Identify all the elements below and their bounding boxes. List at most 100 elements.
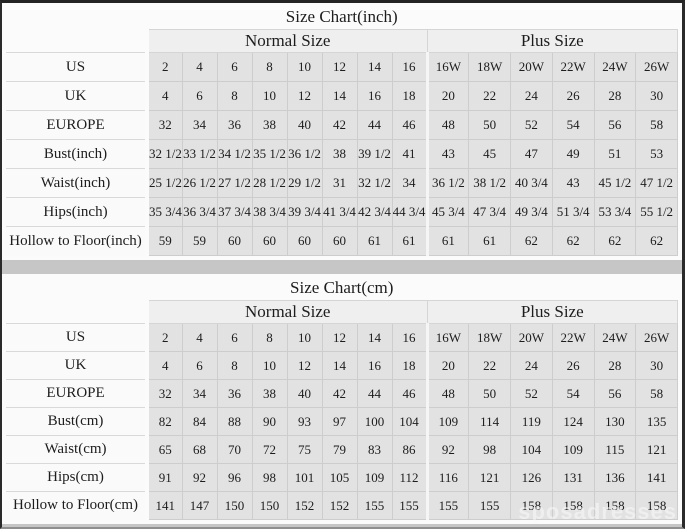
cell-value: 68 [181,435,218,464]
cell-value: 35 3/4 [146,197,183,227]
cell-value: 54 [551,379,595,408]
cell-value: 97 [321,407,358,436]
cell-value: 36 [216,379,253,408]
cell-value: 32 [146,379,183,408]
cell-value: 10 [286,323,323,352]
cell-value: 6 [181,81,218,111]
cell-value: 39 3/4 [286,197,323,227]
cell-value: 14 [321,81,358,111]
cell-value: 46 [391,110,428,140]
cell-value: 36 [216,110,253,140]
cell-value: 52 [510,110,553,140]
row-label: US [6,52,149,82]
cell-value: 119 [510,407,553,436]
size-chart-page: Size Chart(inch) Normal Size Plus Size US 2 4… [2,3,682,524]
cell-value: 28 [593,351,637,380]
cell-value: 158 [635,491,678,520]
row-label: Bust(cm) [6,407,149,436]
cell-value: 10 [286,52,323,82]
cell-value: 28 1/2 [251,168,288,198]
cell-value: 51 [593,139,637,169]
cell-value: 35 1/2 [251,139,288,169]
cell-value: 98 [251,463,288,492]
cell-value: 36 1/2 [286,139,323,169]
cell-value: 38 [321,139,358,169]
cell-value: 27 1/2 [216,168,253,198]
cell-value: 16W [425,52,470,82]
cell-value: 75 [286,435,323,464]
cell-value: 36 3/4 [181,197,218,227]
cell-value: 45 3/4 [425,197,470,227]
cell-value: 116 [425,463,470,492]
cell-value: 158 [551,491,595,520]
cell-value: 126 [510,463,553,492]
cell-value: 105 [321,463,358,492]
cell-value: 32 1/2 [356,168,393,198]
cell-value: 6 [216,323,253,352]
cell-value: 10 [251,351,288,380]
cell-value: 24 [510,351,553,380]
cell-value: 65 [146,435,183,464]
cell-value: 59 [181,226,218,256]
table-gap [2,260,682,274]
size-chart-inch-table: Size Chart(inch) Normal Size Plus Size US 2 4… [2,3,682,260]
cell-value: 141 [635,463,678,492]
cell-value: 26 1/2 [181,168,218,198]
row-label: Bust(inch) [6,139,149,169]
cell-value: 36 1/2 [425,168,470,198]
cell-value: 34 [181,110,218,140]
cell-value: 49 [551,139,595,169]
cell-value: 56 [593,379,637,408]
cell-value: 40 [286,110,323,140]
cell-value: 115 [593,435,637,464]
cell-value: 141 [146,491,183,520]
cell-value: 58 [635,379,678,408]
row-label: UK [6,81,149,111]
cell-value: 109 [551,435,595,464]
cell-value: 4 [146,351,183,380]
cell-value: 104 [510,435,553,464]
cell-value: 53 3/4 [593,197,637,227]
cell-value: 104 [391,407,428,436]
cell-value: 24W [593,52,637,82]
group-header: Plus Size [426,300,678,324]
cell-value: 158 [510,491,553,520]
cell-value: 155 [425,491,470,520]
cell-value: 31 [321,168,358,198]
cell-value: 38 1/2 [468,168,511,198]
cell-value: 40 3/4 [510,168,553,198]
table-row: Bust(cm) 82 84 88 90 93 97 100 104 109 114 119 124 13… [6,407,678,436]
cell-value: 18 [391,81,428,111]
table-row: Hips(cm) 91 92 96 98 101 105 109 112 116 121 126 131… [6,463,678,492]
cell-value: 6 [216,52,253,82]
cell-value: 22W [551,52,595,82]
table-row: UK 4 6 8 10 12 14 16 18 20 22 24 26 28 30 [6,351,678,380]
cell-value: 33 1/2 [181,139,218,169]
cell-value: 50 [468,379,511,408]
cell-value: 38 [251,379,288,408]
cell-value: 28 [593,81,637,111]
cell-value: 60 [321,226,358,256]
cell-value: 12 [286,81,323,111]
group-header: Normal Size [146,300,428,324]
cell-value: 42 [321,379,358,408]
cell-value: 45 [468,139,511,169]
size-chart-cm-table: Size Chart(cm) Normal Size Plus Size US 2 4 6 8… [2,274,682,524]
table-title: Size Chart(inch) [6,4,678,30]
cell-value: 70 [216,435,253,464]
cell-value: 30 [635,81,678,111]
cell-value: 10 [251,81,288,111]
cell-value: 62 [635,226,678,256]
row-label: UK [6,351,149,380]
cell-value: 136 [593,463,637,492]
group-header: Plus Size [426,29,678,53]
cell-value: 4 [146,81,183,111]
row-label: Waist(inch) [6,168,149,198]
table-row: Bust(inch) 32 1/2 33 1/2 34 1/2 35 1/2 36 1/2… [6,139,678,169]
cell-value: 16 [391,323,428,352]
cell-value: 44 [356,110,393,140]
cell-value: 121 [635,435,678,464]
cell-value: 14 [321,351,358,380]
cell-value: 92 [425,435,470,464]
cell-value: 30 [635,351,678,380]
